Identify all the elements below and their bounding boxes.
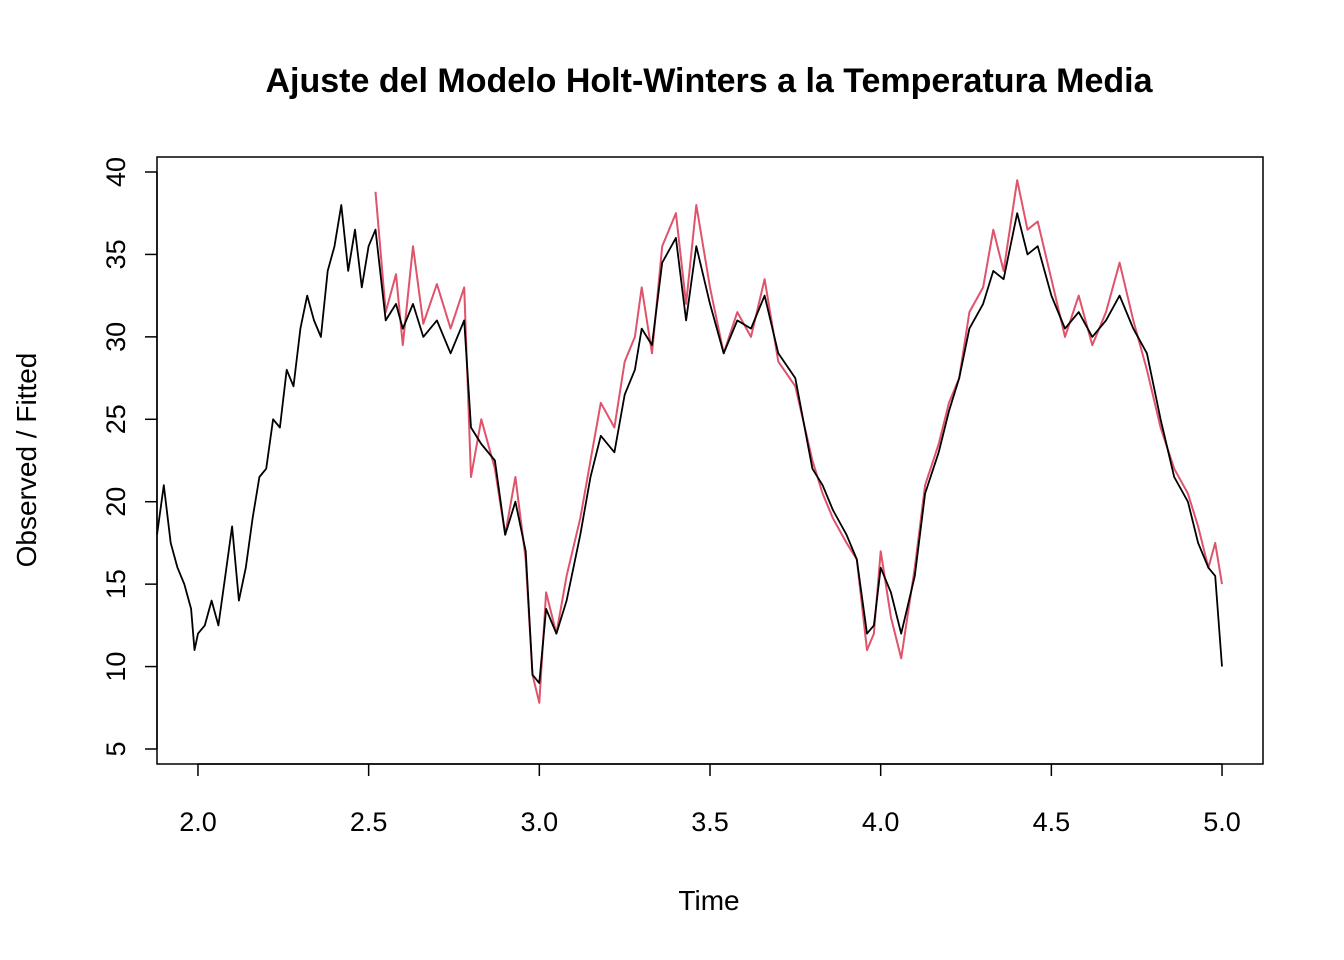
x-tick-label: 4.0	[862, 807, 900, 837]
series-layer	[156, 179, 1223, 704]
x-tick-label: 3.0	[521, 807, 559, 837]
x-tick-label: 3.5	[691, 807, 729, 837]
series-line-1	[374, 179, 1223, 704]
x-axis-label: Time	[678, 885, 739, 916]
y-tick-label: 40	[101, 157, 131, 187]
chart-title: Ajuste del Modelo Holt-Winters a la Temp…	[266, 62, 1154, 100]
plot-area	[156, 156, 1264, 765]
x-tick-label: 2.0	[179, 807, 217, 837]
series-line-2	[156, 204, 1223, 684]
y-tick-label: 15	[101, 569, 131, 599]
x-tick-label: 2.5	[350, 807, 388, 837]
x-tick-label: 4.5	[1033, 807, 1071, 837]
y-tick-label: 25	[101, 404, 131, 434]
y-tick-label: 5	[101, 741, 131, 756]
x-axis: 2.0 2.5 3.0 3.5 4.0 4.5 5.0	[179, 763, 1241, 837]
x-tick-label: 5.0	[1203, 807, 1241, 837]
y-tick-label: 35	[101, 239, 131, 269]
y-tick-label: 30	[101, 322, 131, 352]
y-tick-label: 20	[101, 487, 131, 517]
y-tick-label: 10	[101, 652, 131, 682]
y-axis: 5 10 15 20 25 30 35 40	[101, 157, 158, 757]
y-axis-label: Observed / Fitted	[11, 353, 42, 568]
